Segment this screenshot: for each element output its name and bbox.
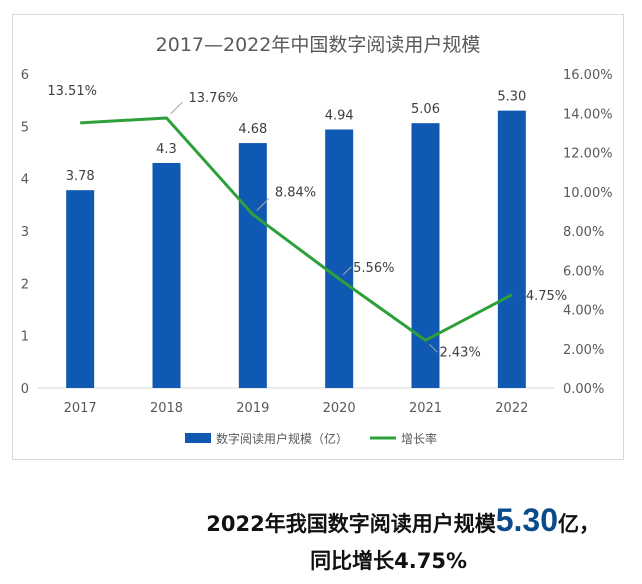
chart-title: 2017—2022年中国数字阅读用户规模 [156, 34, 481, 56]
line-data-label: 8.84% [275, 186, 316, 201]
growth-line [80, 116, 513, 342]
y-right-tick-label: 8.00% [563, 225, 604, 240]
caption-line-2: 同比增长4.75% [310, 549, 467, 573]
x-tick-label: 2021 [409, 401, 442, 416]
bar-data-label: 4.94 [325, 108, 354, 123]
line-data-label: 13.51% [47, 84, 97, 99]
bar-data-label: 4.68 [238, 122, 267, 137]
legend-label-bars: 数字阅读用户规模（亿） [216, 431, 348, 446]
caption-line-1: 2022年我国数字阅读用户规模5.30亿， [0, 502, 600, 539]
y-right-tick-label: 14.00% [563, 107, 613, 122]
line-data-label: 4.75% [526, 289, 567, 304]
y-left-tick-label: 2 [21, 277, 29, 292]
leader-line [256, 198, 270, 211]
y-left-tick-label: 3 [21, 225, 29, 240]
bar [497, 110, 526, 388]
legend-label-line: 增长率 [401, 431, 437, 446]
y-right-tick-label: 16.00% [563, 68, 613, 83]
bar [152, 162, 181, 388]
y-right-tick-label: 10.00% [563, 186, 613, 201]
caption-value: 5.30 [495, 502, 558, 538]
bar-data-label: 4.3 [156, 142, 177, 157]
y-right-tick-label: 4.00% [563, 304, 604, 319]
y-right-tick-label: 2.00% [563, 343, 604, 358]
bar [66, 190, 95, 388]
line-data-label: 13.76% [189, 91, 239, 106]
legend-swatch-bars [185, 433, 211, 443]
bar-data-label: 3.78 [66, 169, 95, 184]
caption-suffix: 亿， [558, 512, 600, 536]
bar-data-label: 5.30 [497, 90, 526, 105]
x-tick-label: 2022 [495, 401, 528, 416]
y-right-tick-label: 12.00% [563, 147, 613, 162]
y-left-tick-label: 0 [21, 382, 29, 397]
leader-line [429, 343, 438, 353]
x-tick-label: 2020 [323, 401, 356, 416]
x-tick-label: 2019 [236, 401, 269, 416]
line-data-label: 5.56% [353, 261, 394, 276]
y-left-tick-label: 6 [21, 68, 29, 83]
line-data-label: 2.43% [440, 345, 481, 360]
leader-line [342, 266, 352, 276]
x-tick-label: 2017 [64, 401, 97, 416]
bar [325, 129, 354, 388]
x-tick-label: 2018 [150, 401, 183, 416]
y-right-tick-label: 6.00% [563, 264, 604, 279]
caption-prefix: 2022年我国数字阅读用户规模 [206, 512, 496, 536]
y-left-tick-label: 4 [21, 173, 29, 188]
y-left-tick-label: 5 [21, 120, 29, 135]
bar-data-label: 5.06 [411, 102, 440, 117]
bar [238, 143, 267, 388]
chart: 2017—2022年中国数字阅读用户规模 0 1 2 3 4 5 6 0.00% 2.00% 4.0… [21, 34, 613, 446]
y-left-tick-label: 1 [21, 330, 29, 345]
bar [411, 123, 440, 389]
y-right-tick-label: 0.00% [563, 382, 604, 397]
leader-line [170, 101, 183, 115]
